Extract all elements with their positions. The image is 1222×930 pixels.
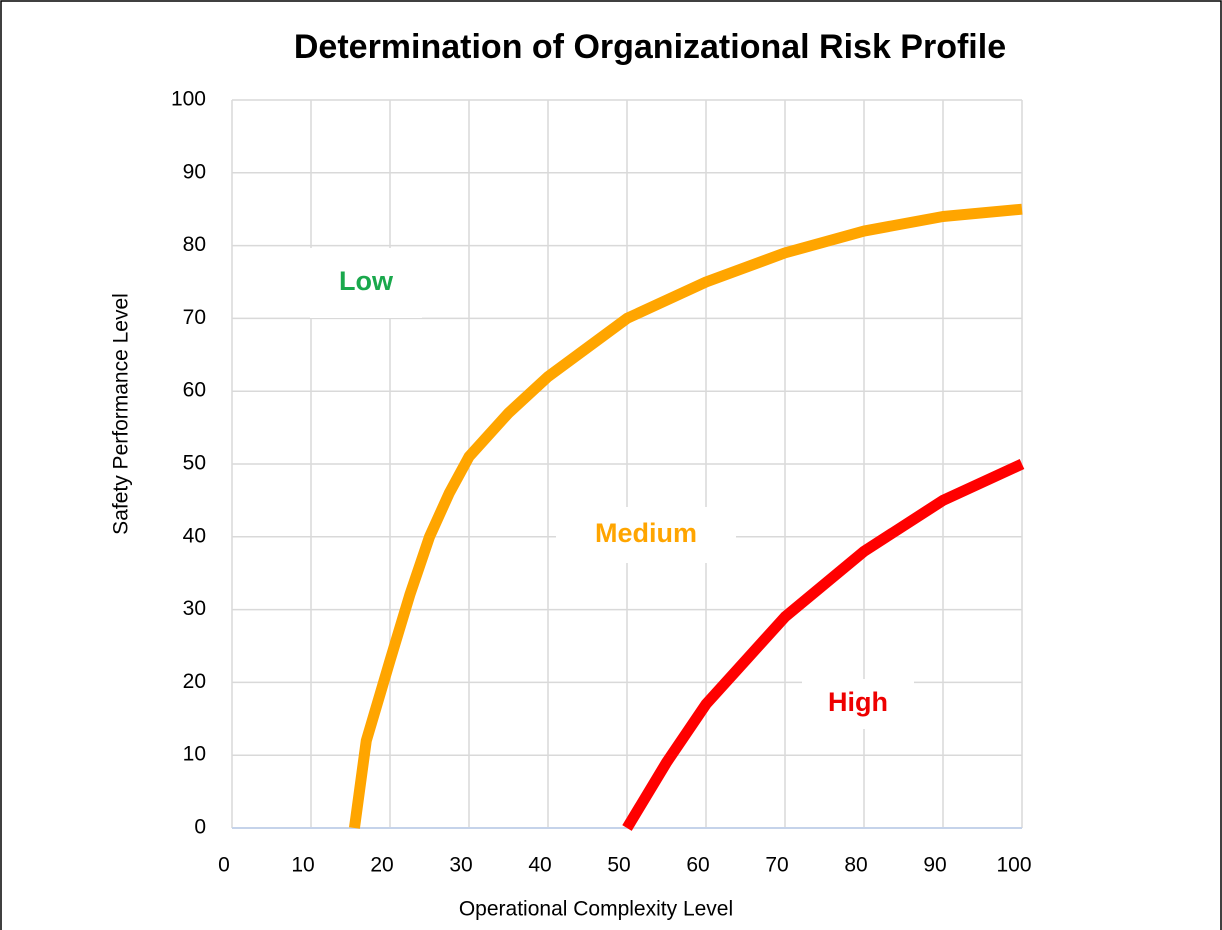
line bbox=[348, 203, 1023, 829]
chart-title: Determination of Organizational Risk Pro… bbox=[294, 28, 1006, 66]
y-tick-label: 0 bbox=[194, 816, 206, 839]
x-tick-label: 60 bbox=[686, 854, 709, 877]
x-tick-label: 0 bbox=[218, 854, 230, 877]
label-background bbox=[802, 679, 914, 729]
x-tick-label: 90 bbox=[923, 854, 946, 877]
y-tick-label: 60 bbox=[183, 379, 206, 402]
x-tick-label: 80 bbox=[844, 854, 867, 877]
region-label: High bbox=[828, 687, 888, 717]
y-tick-label: 90 bbox=[183, 160, 206, 183]
y-tick-label: 40 bbox=[183, 524, 206, 547]
region-label: Low bbox=[339, 266, 394, 296]
x-tick-label: 50 bbox=[607, 854, 630, 877]
x-tick-label: 30 bbox=[449, 854, 472, 877]
label-background bbox=[310, 248, 422, 318]
y-tick-label: 100 bbox=[171, 88, 206, 111]
y-tick-label: 30 bbox=[183, 597, 206, 620]
region-label: Medium bbox=[595, 518, 697, 548]
y-tick-label: 50 bbox=[183, 452, 206, 475]
y-tick-label: 70 bbox=[183, 306, 206, 329]
x-tick-label: 40 bbox=[528, 854, 551, 877]
y-tick-label: 80 bbox=[183, 233, 206, 256]
y-tick-label: 10 bbox=[183, 743, 206, 766]
x-axis-label: Operational Complexity Level bbox=[459, 898, 733, 921]
y-axis-label: Safety Performance Level bbox=[110, 293, 133, 535]
line bbox=[622, 459, 1025, 831]
x-tick-label: 70 bbox=[765, 854, 788, 877]
label-background bbox=[556, 507, 736, 563]
x-tick-label: 100 bbox=[996, 854, 1031, 877]
y-tick-label: 20 bbox=[183, 670, 206, 693]
x-tick-label: 10 bbox=[291, 854, 314, 877]
x-tick-label: 20 bbox=[370, 854, 393, 877]
